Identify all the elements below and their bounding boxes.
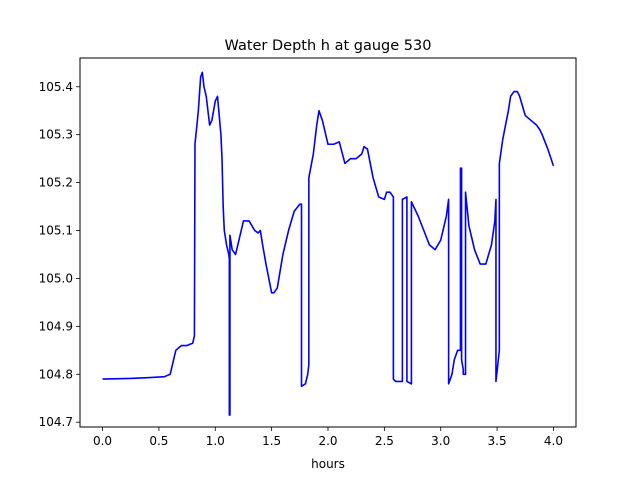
y-tick-label: 104.8	[39, 367, 73, 381]
x-axis-label: hours	[311, 457, 345, 471]
y-axis: 104.7 104.8 104.9 105.0 105.1 105.2 105.3 105.4	[39, 80, 80, 429]
x-tick-label: 2.0	[318, 434, 337, 448]
y-tick-label: 105.0	[39, 271, 73, 285]
y-tick-label: 104.7	[39, 415, 73, 429]
chart-title: Water Depth h at gauge 530	[225, 38, 432, 54]
y-tick-label: 105.1	[39, 224, 73, 238]
x-tick-label: 0.5	[149, 434, 168, 448]
y-tick-label: 104.9	[39, 319, 73, 333]
x-tick-label: 0.0	[93, 434, 112, 448]
x-axis: 0.0 0.5 1.0 1.5 2.0 2.5 3.0 3.5 4.0	[93, 427, 563, 448]
y-tick-label: 105.4	[39, 80, 73, 94]
x-tick-label: 3.5	[488, 434, 507, 448]
y-tick-label: 105.3	[39, 128, 73, 142]
x-tick-label: 2.5	[375, 434, 394, 448]
x-tick-label: 3.0	[431, 434, 450, 448]
y-tick-label: 105.2	[39, 176, 73, 190]
plot-area	[79, 57, 577, 428]
axes-background	[80, 58, 576, 427]
series-line	[102, 71, 555, 416]
x-tick-label: 1.5	[262, 434, 281, 448]
x-tick-label: 4.0	[544, 434, 563, 448]
x-tick-label: 1.0	[206, 434, 225, 448]
